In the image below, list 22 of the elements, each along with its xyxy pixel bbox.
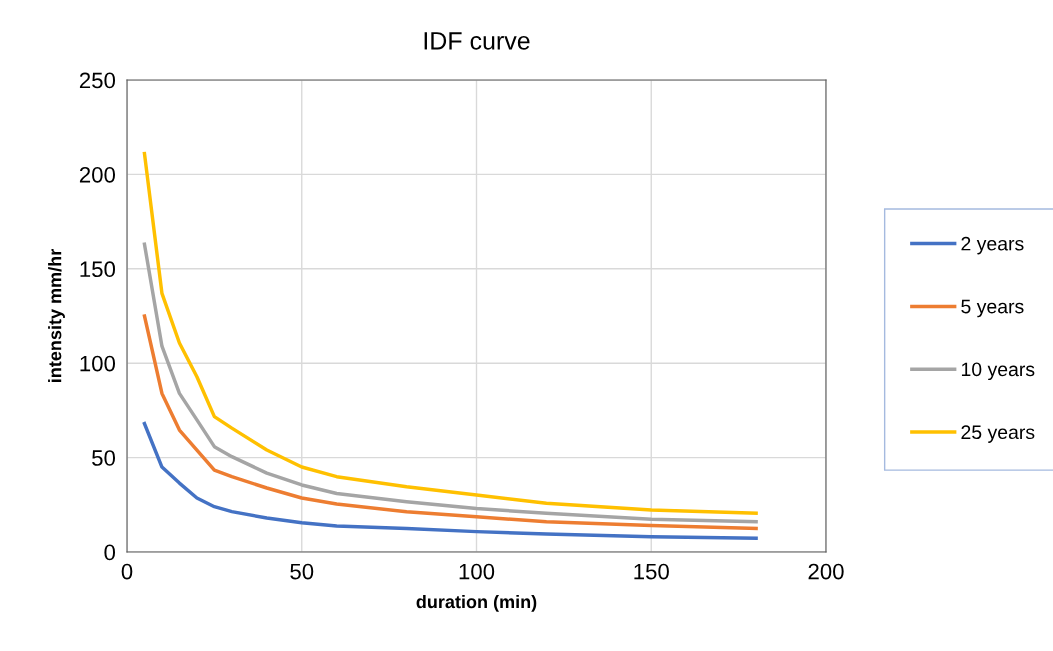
y-tick-label: 150 (80, 261, 116, 278)
y-axis-title: intensity mm/hr (48, 249, 65, 382)
x-tick-label: 100 (459, 563, 495, 580)
line-series (142, 314, 758, 531)
x-tick-label: 150 (634, 563, 669, 580)
x-tick-label: 50 (290, 563, 314, 580)
chart-title: IDF curve (424, 32, 530, 50)
legend-label: 25 years (961, 425, 1035, 443)
y-tick-label: 250 (79, 72, 116, 89)
y-tick-label: 50 (92, 450, 116, 466)
legend-label: 2 years (961, 236, 1024, 255)
line-series (142, 421, 758, 540)
line-series (142, 242, 758, 524)
y-tick-label: 100 (80, 355, 116, 372)
line-series (142, 151, 758, 516)
x-tick-label: 0 (121, 563, 133, 580)
legend-label: 5 years (961, 299, 1024, 318)
y-tick-label: 0 (104, 544, 116, 561)
x-tick-label: 200 (808, 563, 844, 580)
x-axis-title: duration (min) (416, 594, 537, 612)
y-tick-label: 200 (79, 166, 116, 183)
legend-label: 10 years (961, 362, 1035, 381)
